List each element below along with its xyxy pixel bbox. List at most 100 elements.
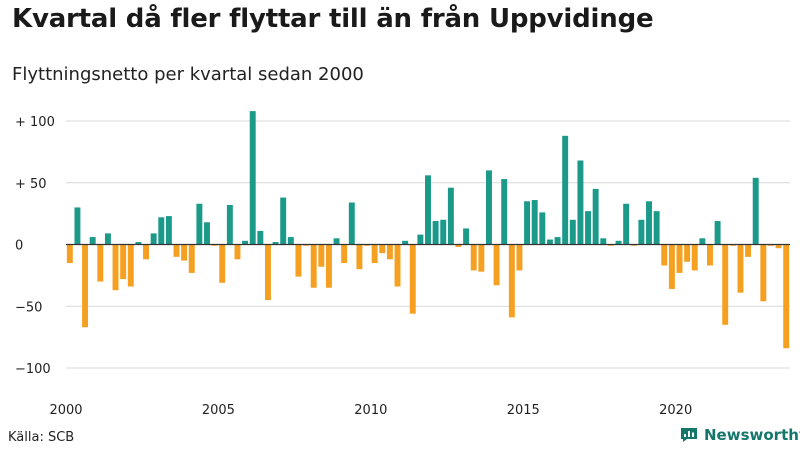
- bar[interactable]: [508, 244, 515, 318]
- bar[interactable]: [112, 244, 119, 291]
- bar[interactable]: [516, 244, 523, 271]
- bar[interactable]: [257, 230, 264, 245]
- bar[interactable]: [74, 207, 81, 245]
- bar[interactable]: [165, 216, 172, 245]
- bar[interactable]: [181, 244, 188, 261]
- x-tick-label: 2020: [659, 403, 692, 418]
- bar[interactable]: [722, 244, 729, 325]
- bar[interactable]: [295, 244, 302, 277]
- bar[interactable]: [150, 233, 157, 245]
- bar[interactable]: [729, 244, 736, 246]
- bar[interactable]: [592, 188, 599, 245]
- bar[interactable]: [432, 221, 439, 245]
- bar[interactable]: [188, 244, 195, 273]
- bar[interactable]: [234, 244, 241, 260]
- bar[interactable]: [707, 244, 713, 266]
- bar[interactable]: [546, 239, 553, 245]
- bar[interactable]: [66, 244, 73, 264]
- bar[interactable]: [409, 244, 416, 314]
- bar[interactable]: [89, 237, 96, 245]
- bar[interactable]: [97, 244, 104, 282]
- x-tick-label: 2010: [354, 403, 387, 418]
- chart-title: Kvartal då fler flyttar till än från Upp…: [12, 4, 654, 34]
- bar[interactable]: [104, 233, 111, 245]
- bar[interactable]: [607, 244, 614, 246]
- bar[interactable]: [371, 244, 378, 264]
- bar[interactable]: [447, 187, 454, 245]
- bar[interactable]: [440, 219, 447, 245]
- bar[interactable]: [303, 244, 310, 246]
- bar[interactable]: [394, 244, 401, 287]
- bar[interactable]: [417, 234, 424, 245]
- bar[interactable]: [531, 200, 538, 245]
- bar[interactable]: [82, 244, 89, 328]
- bar[interactable]: [691, 244, 698, 271]
- bar[interactable]: [600, 238, 607, 245]
- bar[interactable]: [684, 244, 691, 262]
- bar[interactable]: [630, 244, 637, 246]
- bar[interactable]: [478, 244, 485, 272]
- bar[interactable]: [173, 244, 180, 257]
- bar[interactable]: [783, 244, 790, 349]
- bar[interactable]: [501, 179, 508, 245]
- bar[interactable]: [455, 244, 462, 247]
- bar[interactable]: [219, 244, 226, 283]
- bar[interactable]: [615, 240, 622, 245]
- bar[interactable]: [379, 244, 386, 254]
- bar[interactable]: [676, 244, 683, 273]
- bars: [66, 111, 790, 349]
- bar[interactable]: [569, 219, 576, 245]
- bar[interactable]: [318, 244, 325, 267]
- bar[interactable]: [745, 244, 752, 257]
- bar[interactable]: [470, 244, 477, 271]
- bar[interactable]: [760, 244, 767, 302]
- bar[interactable]: [135, 242, 142, 245]
- bar[interactable]: [120, 244, 127, 280]
- bar[interactable]: [310, 244, 317, 288]
- bar[interactable]: [562, 135, 569, 245]
- bar[interactable]: [623, 203, 630, 245]
- bar[interactable]: [699, 238, 706, 245]
- bar[interactable]: [341, 244, 348, 264]
- brand-logo[interactable]: Newsworthy: [680, 426, 800, 444]
- bar[interactable]: [264, 244, 271, 301]
- bar[interactable]: [242, 240, 249, 245]
- bar[interactable]: [463, 228, 470, 245]
- bar[interactable]: [402, 240, 409, 245]
- bar[interactable]: [272, 242, 279, 245]
- bar[interactable]: [646, 201, 652, 245]
- bar[interactable]: [325, 244, 332, 288]
- bar[interactable]: [386, 244, 393, 260]
- bar[interactable]: [485, 170, 492, 245]
- bar[interactable]: [333, 238, 340, 245]
- bar[interactable]: [249, 111, 256, 245]
- bar[interactable]: [348, 202, 355, 245]
- bar[interactable]: [767, 244, 774, 246]
- bar[interactable]: [211, 244, 218, 246]
- bar[interactable]: [364, 244, 371, 246]
- bar[interactable]: [585, 211, 592, 245]
- bar[interactable]: [143, 244, 149, 260]
- bar[interactable]: [775, 244, 782, 249]
- bar[interactable]: [714, 221, 721, 245]
- bar[interactable]: [226, 204, 233, 245]
- bar[interactable]: [653, 211, 660, 245]
- bar[interactable]: [493, 244, 500, 286]
- bar[interactable]: [425, 175, 431, 245]
- bar[interactable]: [638, 219, 645, 245]
- bar[interactable]: [668, 244, 675, 289]
- bar[interactable]: [127, 244, 134, 287]
- bar[interactable]: [752, 177, 759, 245]
- bar[interactable]: [287, 237, 294, 245]
- bar[interactable]: [158, 217, 165, 245]
- bar[interactable]: [356, 244, 363, 270]
- bar[interactable]: [196, 203, 203, 245]
- bar[interactable]: [280, 197, 287, 245]
- bar[interactable]: [737, 244, 744, 293]
- bar[interactable]: [577, 160, 584, 245]
- bar[interactable]: [204, 222, 210, 245]
- bar[interactable]: [524, 201, 531, 245]
- bar[interactable]: [554, 237, 561, 245]
- bar[interactable]: [661, 244, 668, 266]
- bar[interactable]: [539, 212, 546, 245]
